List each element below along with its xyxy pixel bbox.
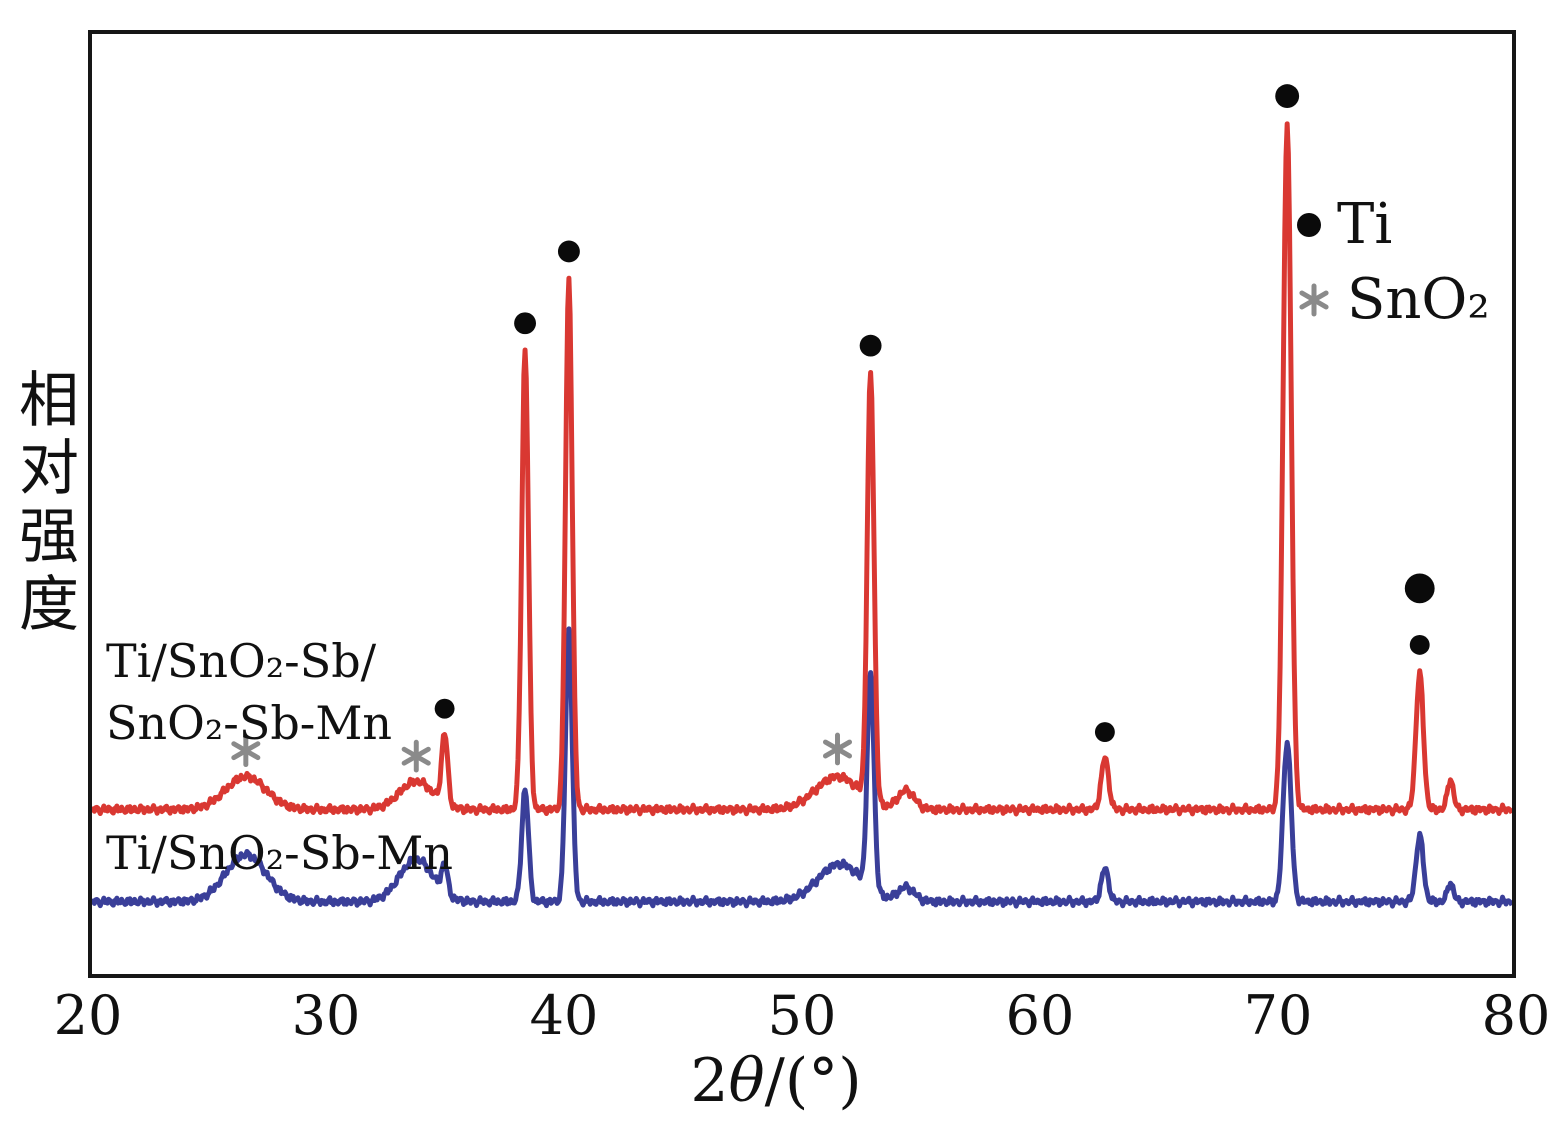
x-tick-label: 40 <box>529 984 599 1047</box>
legend-label-ti: Ti <box>1337 192 1393 257</box>
x-tick-label: 20 <box>53 984 123 1047</box>
ti-dot-icon <box>1297 212 1321 237</box>
legend-item-sno2: SnO₂ <box>1297 267 1490 332</box>
x-tick-label: 70 <box>1243 984 1313 1047</box>
xrd-plot-svg <box>92 84 1512 909</box>
legend-item-ti: Ti <box>1297 192 1490 257</box>
sno2-marker-star <box>231 734 261 768</box>
plot-area: Ti/SnO₂-Sb/ SnO₂-Sb-Mn Ti/SnO₂-Sb-Mn Ti … <box>88 30 1516 978</box>
series-label-red-line1: Ti/SnO₂-Sb/ <box>106 634 377 688</box>
x-tick-label: 30 <box>291 984 361 1047</box>
ti-marker-dot <box>557 240 580 263</box>
xrd-curve-blue <box>92 626 1512 909</box>
x-axis-ticks: 20 30 40 50 60 70 80 <box>0 984 1552 1047</box>
ti-marker-dot <box>514 312 536 335</box>
x-tick-label: 60 <box>1005 984 1075 1047</box>
y-axis-label: 相对强度 <box>2 30 86 978</box>
ti-marker-dot <box>434 698 455 719</box>
ti-marker-dot <box>1404 573 1435 604</box>
legend: Ti SnO₂ <box>1297 192 1490 332</box>
sno2-marker-star <box>401 739 431 773</box>
legend-label-sno2: SnO₂ <box>1347 267 1490 332</box>
x-axis-label: 2θ/(°) <box>0 1046 1552 1116</box>
series-label-red-line2: SnO₂-Sb-Mn <box>106 696 393 750</box>
ti-marker-dot <box>859 334 882 357</box>
ti-marker-dot <box>1094 722 1115 742</box>
y-axis-label-text: 相对强度 <box>8 368 79 640</box>
series-label-red: Ti/SnO₂-Sb/ SnO₂-Sb-Mn <box>106 630 392 754</box>
x-tick-label: 50 <box>767 984 837 1047</box>
x-axis-label-prefix: 2 <box>690 1046 729 1116</box>
series-label-blue-line1: Ti/SnO₂-Sb-Mn <box>106 826 453 880</box>
series-label-blue: Ti/SnO₂-Sb-Mn <box>106 822 453 884</box>
x-axis-label-suffix: /(°) <box>764 1046 862 1116</box>
sno2-star-icon <box>1299 283 1329 316</box>
sno2-marker-star <box>822 732 853 766</box>
x-tick-label: 80 <box>1481 984 1551 1047</box>
ti-marker-dot <box>1409 634 1430 655</box>
ti-marker-dot <box>1275 84 1300 108</box>
x-axis-label-theta: θ <box>728 1046 765 1116</box>
xrd-curve-red <box>92 121 1512 817</box>
